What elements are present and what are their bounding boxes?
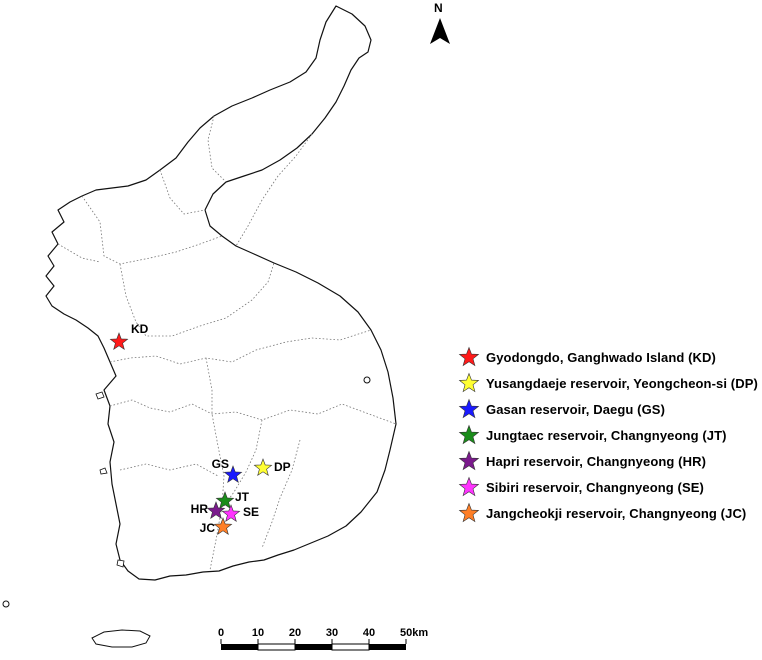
scale-tick-label: 30 <box>326 627 338 639</box>
star-icon <box>458 476 480 497</box>
scale-tick-label: 40 <box>363 627 375 639</box>
province-boundaries <box>57 115 397 571</box>
north-label: N <box>434 1 443 15</box>
site-marker-jt <box>215 491 235 509</box>
legend-label: Gyodongdo, Ganghwado Island (KD) <box>486 349 716 365</box>
peninsula-outline <box>45 5 397 581</box>
star-icon <box>458 502 480 523</box>
site-marker-kd <box>109 332 129 350</box>
star-icon <box>458 450 480 471</box>
west-islands <box>95 391 125 568</box>
site-marker-se <box>221 504 241 522</box>
legend-item-gs: Gasan reservoir, Daegu (GS) <box>458 398 665 420</box>
site-marker-gs <box>223 465 243 483</box>
legend-label: Sibiri reservoir, Changnyeong (SE) <box>486 479 704 495</box>
legend-item-hr: Hapri reservoir, Changnyeong (HR) <box>458 450 706 472</box>
site-label-kd: KD <box>131 322 149 336</box>
scale-bar: 0 10 20 30 40 50km <box>218 627 428 651</box>
site-marker-dp <box>253 458 273 476</box>
legend-label: Jangcheokji reservoir, Changnyeong (JC) <box>486 505 747 521</box>
site-marker-jc <box>213 517 233 535</box>
north-arrow-icon: N <box>430 1 450 44</box>
site-label-se: SE <box>243 505 259 519</box>
ulleung-island <box>363 376 371 384</box>
jeju-island <box>91 629 151 648</box>
legend-label: Jungtaec reservoir, Changnyeong (JT) <box>486 427 727 443</box>
legend-item-se: Sibiri reservoir, Changnyeong (SE) <box>458 476 704 498</box>
scale-tick-label: 10 <box>252 627 264 639</box>
scale-tick-label: 50km <box>400 627 428 639</box>
scale-tick-label: 20 <box>289 627 301 639</box>
site-markers: KD DP GS JT HR SE JC <box>109 322 291 535</box>
star-icon <box>458 424 480 445</box>
legend-item-kd: Gyodongdo, Ganghwado Island (KD) <box>458 346 716 368</box>
star-icon <box>458 346 480 367</box>
star-icon <box>458 398 480 419</box>
legend-item-jt: Jungtaec reservoir, Changnyeong (JT) <box>458 424 727 446</box>
legend-label: Gasan reservoir, Daegu (GS) <box>486 401 665 417</box>
site-label-jt: JT <box>235 490 250 504</box>
site-label-dp: DP <box>274 460 291 474</box>
scale-tick-label: 0 <box>218 627 224 639</box>
site-label-hr: HR <box>191 502 209 516</box>
legend-item-dp: Yusangdaeje reservoir, Yeongcheon-si (DP… <box>458 372 758 394</box>
site-label-gs: GS <box>212 457 229 471</box>
legend-label: Hapri reservoir, Changnyeong (HR) <box>486 453 707 469</box>
legend-item-jc: Jangcheokji reservoir, Changnyeong (JC) <box>458 502 746 524</box>
site-label-jc: JC <box>200 521 216 535</box>
site-marker-hr <box>206 501 226 519</box>
legend-label: Yusangdaeje reservoir, Yeongcheon-si (DP… <box>486 375 758 391</box>
star-icon <box>458 372 480 393</box>
dokdo-island <box>2 600 10 608</box>
